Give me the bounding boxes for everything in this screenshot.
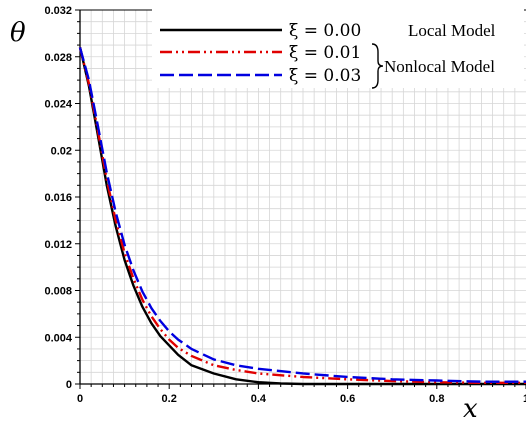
y-tick-label: 0.012 [44, 239, 72, 251]
y-tick-label: 0.032 [44, 5, 72, 17]
legend-nonlocal-model-label: Nonlocal Model [384, 57, 495, 76]
y-tick-label: 0.004 [44, 332, 72, 344]
x-tick-label: 0.8 [429, 393, 444, 405]
legend: ξ = 0.00 ξ = 0.01 ξ = 0.03 Local Model N… [152, 8, 524, 89]
legend-entry-xi-001: ξ = 0.01 [289, 43, 361, 63]
series-lines [78, 47, 526, 386]
series-line-0 [78, 47, 526, 386]
legend-entry-xi-000: ξ = 0.00 [289, 21, 361, 41]
y-tick-label: 0 [66, 379, 72, 391]
y-tick-labels: 0 0.004 0.008 0.012 0.016 0.02 0.024 0.028 0.032 [44, 5, 72, 391]
y-axis-label: θ [10, 18, 26, 48]
y-tick-label: 0.008 [44, 286, 72, 298]
x-tick-label: 0.4 [251, 393, 267, 405]
series-line-2 [78, 47, 526, 383]
y-tick-label: 0.024 [44, 99, 72, 111]
x-tick-labels: 0 0.2 0.4 0.6 0.8 1 [77, 393, 526, 405]
y-tick-label: 0.016 [44, 192, 72, 204]
x-tick-label: 0 [77, 393, 83, 405]
series-line-1 [78, 47, 526, 385]
legend-local-model-label: Local Model [408, 21, 496, 40]
x-tick-label: 0.2 [162, 393, 177, 405]
y-tick-label: 0.028 [44, 52, 72, 64]
y-tick-label: 0.02 [51, 145, 72, 157]
legend-brace [371, 43, 384, 89]
legend-entry-xi-003: ξ = 0.03 [289, 66, 361, 86]
x-tick-label: 0.6 [340, 393, 355, 405]
x-axis-label: x [463, 394, 478, 423]
legend-background [152, 8, 524, 88]
x-tick-label: 1 [523, 393, 526, 405]
